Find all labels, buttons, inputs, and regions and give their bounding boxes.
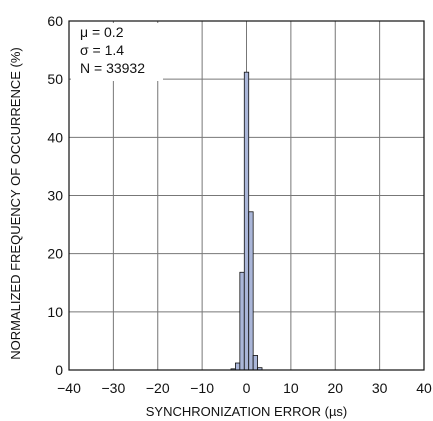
histogram-bar [252, 355, 258, 371]
y-axis-label: NORMALIZED FREQUENCY OF OCCURRENCE (%) [8, 47, 23, 360]
y-tick-label: 40 [47, 129, 63, 145]
y-tick-label: 10 [47, 304, 63, 320]
x-tick-label: 40 [416, 380, 432, 396]
stat-sample-count: N = 33932 [80, 60, 145, 76]
plot-frame [68, 20, 425, 371]
x-tick-label: 10 [283, 380, 299, 396]
stat-sigma: σ = 1.4 [80, 42, 124, 58]
x-tick-labels: −40 −30 −20 −10 0 10 20 30 40 [57, 380, 432, 396]
histogram-bar [243, 71, 250, 371]
x-tick-label: 20 [327, 380, 343, 396]
histogram-bar [235, 362, 241, 371]
y-tick-label: 50 [47, 71, 63, 87]
y-tick-labels: 0 10 20 30 40 50 60 [47, 13, 63, 378]
y-tick-label: 30 [47, 188, 63, 204]
histogram-bar [248, 211, 254, 371]
y-tick-label: 20 [47, 246, 63, 262]
x-tick-label: 0 [243, 380, 251, 396]
x-tick-label: 30 [372, 380, 388, 396]
histogram-bars [230, 71, 263, 371]
stats-box [71, 23, 163, 81]
x-tick-label: −10 [190, 380, 214, 396]
x-tick-label: −40 [57, 380, 81, 396]
x-tick-label: −30 [102, 380, 126, 396]
x-axis-label: SYNCHRONIZATION ERROR (µs) [146, 404, 348, 419]
histogram-bar [239, 271, 245, 371]
x-tick-label: −20 [146, 380, 170, 396]
y-tick-label: 60 [47, 13, 63, 29]
y-tick-label: 0 [55, 362, 63, 378]
stat-mean: μ = 0.2 [80, 24, 124, 40]
